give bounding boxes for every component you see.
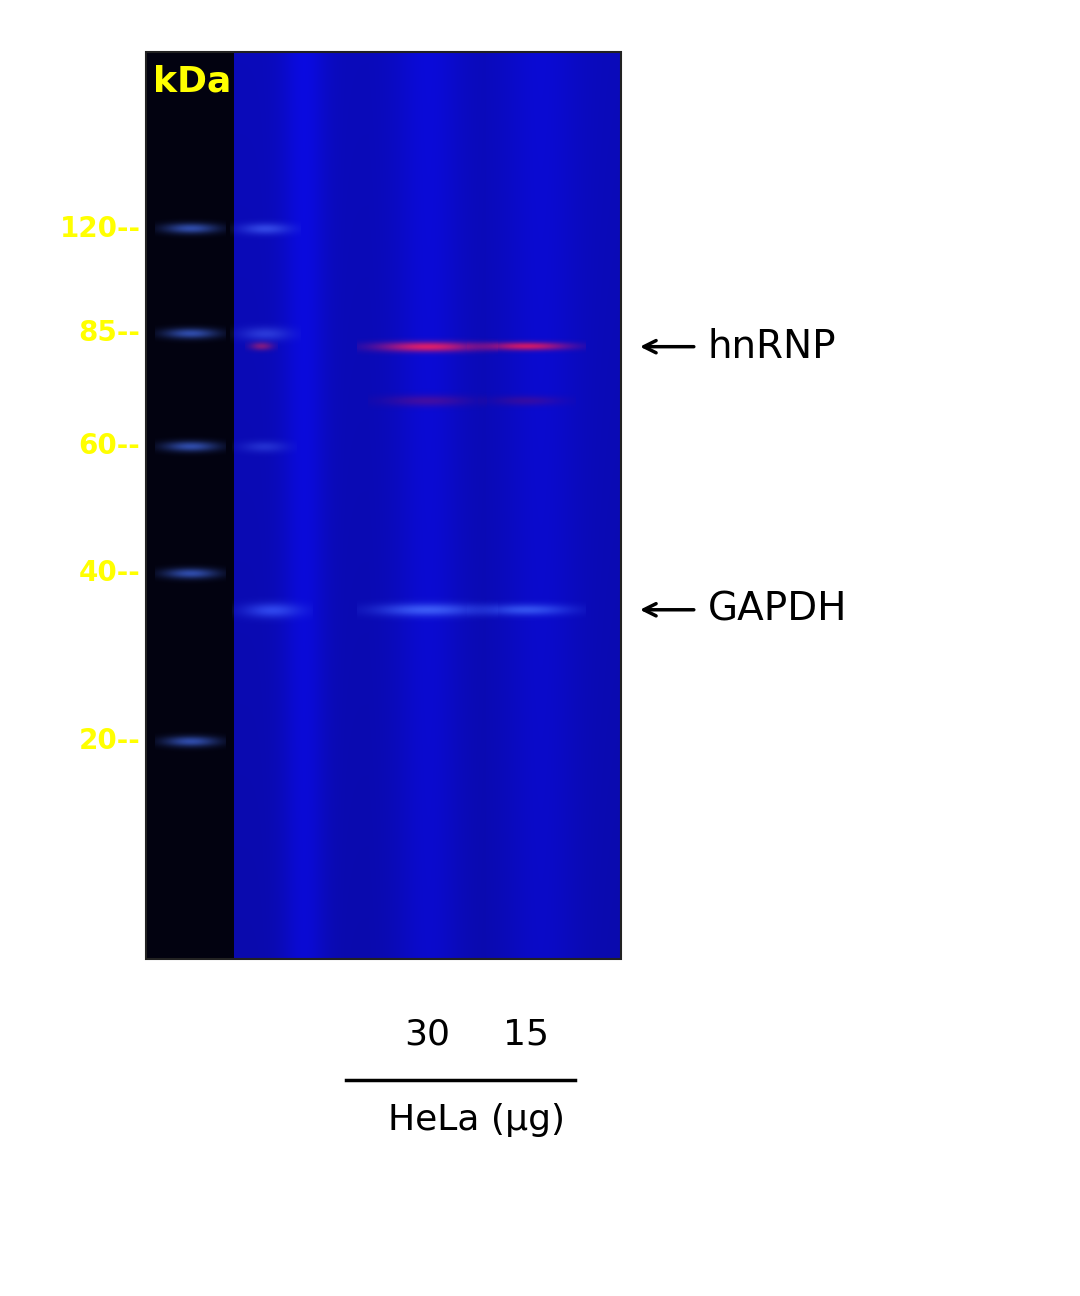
- Text: 120--: 120--: [59, 215, 140, 242]
- Text: 60--: 60--: [79, 433, 140, 460]
- Text: 20--: 20--: [79, 727, 140, 756]
- Text: HeLa (μg): HeLa (μg): [388, 1103, 565, 1137]
- Text: kDa: kDa: [153, 65, 231, 98]
- Text: 15: 15: [503, 1017, 549, 1051]
- Text: 30: 30: [404, 1017, 450, 1051]
- Bar: [146, 52, 621, 959]
- Text: GAPDH: GAPDH: [707, 591, 847, 629]
- Text: hnRNP: hnRNP: [707, 328, 836, 365]
- Text: 85--: 85--: [79, 319, 140, 347]
- Text: 40--: 40--: [79, 560, 140, 587]
- Bar: [146, 52, 233, 959]
